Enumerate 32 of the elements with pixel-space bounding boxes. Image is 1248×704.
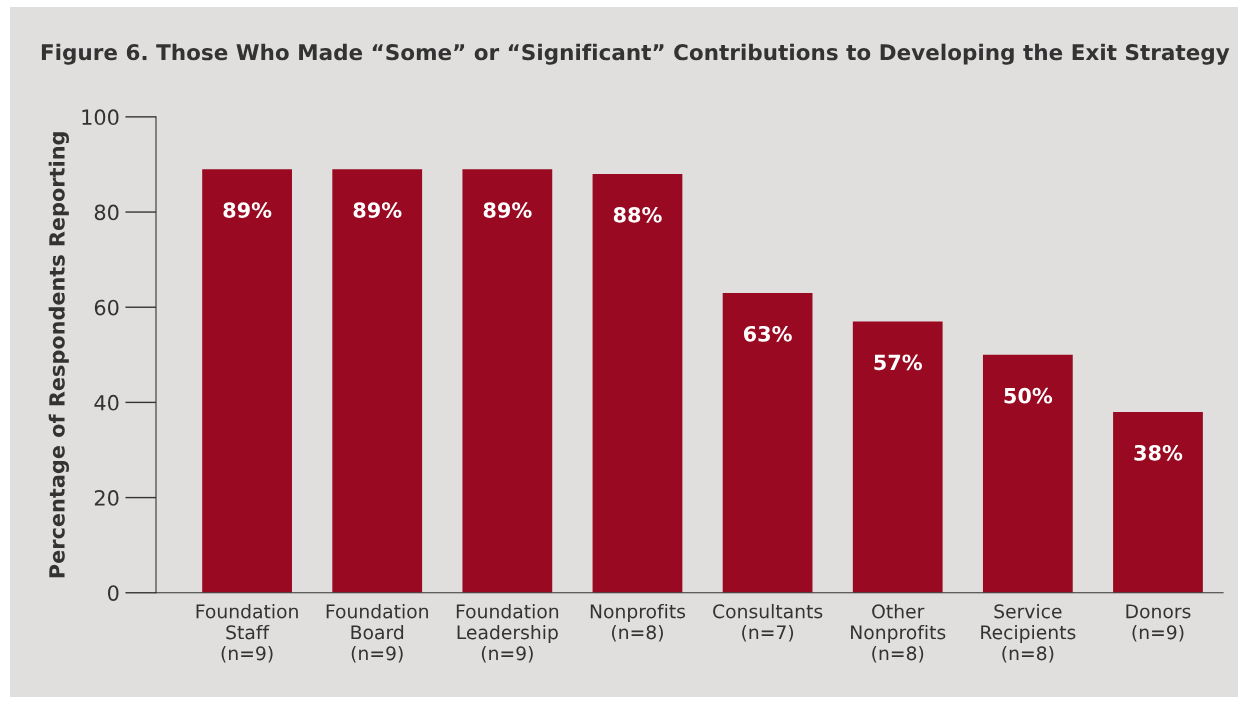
data-label: 63%	[743, 325, 792, 342]
y-tick-label: 80	[94, 204, 119, 221]
x-tick-label: Other Nonprofits (n=8)	[851, 603, 946, 663]
y-tick-label: 60	[94, 299, 119, 316]
chart-title: Figure 6. Those Who Made “Some” or “Significant” Contributions to Developing the Exit Strategy	[41, 43, 1230, 65]
y-tick-label: 0	[108, 585, 119, 601]
data-label: 88%	[613, 206, 662, 223]
data-label: 89%	[223, 202, 272, 218]
y-tick-label: 100	[82, 109, 119, 126]
data-label: 89%	[483, 202, 532, 218]
x-tick-label: Service Recipients (n=8)	[981, 603, 1076, 663]
y-tick-label: 20	[94, 490, 119, 506]
x-tick-label: Donors (n=9)	[1126, 604, 1191, 642]
data-label: 38%	[1134, 444, 1183, 461]
bar	[1113, 411, 1203, 593]
bar	[982, 354, 1073, 593]
x-tick-label: Foundation Staff (n=9)	[196, 603, 298, 663]
bar	[592, 173, 683, 593]
x-tick-label: Nonprofits (n=8)	[590, 603, 686, 642]
bar	[852, 321, 943, 593]
bar	[332, 169, 423, 593]
bar	[462, 169, 553, 593]
x-tick-label: Foundation Leadership (n=9)	[456, 603, 559, 663]
bar	[202, 169, 292, 593]
bar	[722, 292, 813, 593]
data-label: 89%	[353, 202, 402, 218]
y-axis-title: Percentage of Respondents Reporting	[48, 132, 70, 578]
x-tick-label: Consultants (n=7)	[713, 603, 823, 642]
data-label: 57%	[874, 354, 922, 371]
data-label: 50%	[1004, 387, 1053, 404]
y-tick-label: 40	[94, 394, 119, 411]
x-tick-label: Foundation Board (n=9)	[326, 603, 428, 663]
